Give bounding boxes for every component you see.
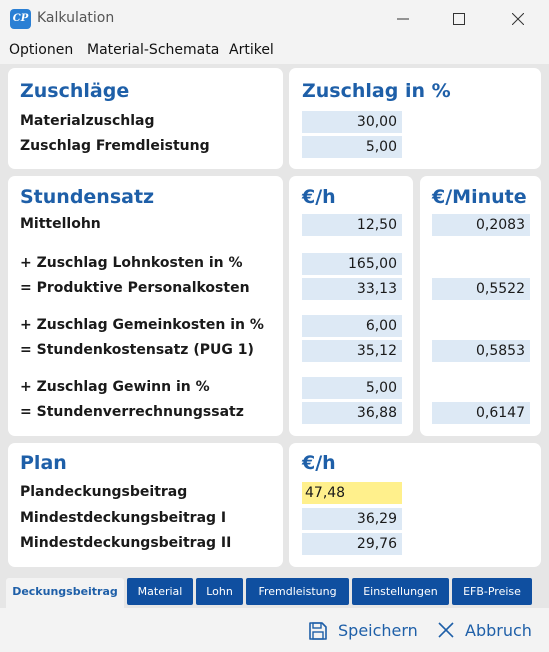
mittellohn-label: Mittellohn <box>20 216 101 232</box>
stundenverrechnungssatz-minute-field: 0,6147 <box>432 402 530 424</box>
plan-euro-per-hour-title: €/h <box>302 452 336 474</box>
title-bar: CP Kalkulation <box>0 0 549 38</box>
tab-einstellungen[interactable]: Einstellungen <box>352 578 449 605</box>
materialzuschlag-field[interactable]: 30,00 <box>302 111 402 133</box>
euro-per-minute-title: €/Minute <box>432 186 527 208</box>
zuschlag-percent-title: Zuschlag in % <box>302 80 451 102</box>
close-button[interactable] <box>495 0 541 38</box>
plandeckungsbeitrag-label: Plandeckungsbeitrag <box>20 484 188 500</box>
zuschlag-gewinn-label: + Zuschlag Gewinn in % <box>20 379 210 395</box>
save-icon <box>309 622 327 640</box>
cancel-button[interactable]: Abbruch <box>437 618 537 644</box>
minimize-icon <box>397 18 409 20</box>
close-icon <box>512 13 524 25</box>
materialzuschlag-label: Materialzuschlag <box>20 113 155 129</box>
plandeckungsbeitrag-field[interactable]: 47,48 <box>302 482 402 504</box>
zuschlag-gemeinkosten-label: + Zuschlag Gemeinkosten in % <box>20 317 264 333</box>
zuschlaege-title: Zuschläge <box>20 80 130 102</box>
tab-fremdleistung[interactable]: Fremdleistung <box>246 578 349 605</box>
mindestdeckungsbeitrag-1-field: 36,29 <box>302 508 402 530</box>
zuschlag-fremdleistung-label: Zuschlag Fremdleistung <box>20 138 210 154</box>
content-area: Zuschläge Materialzuschlag Zuschlag Frem… <box>0 64 549 574</box>
tab-efb-preise[interactable]: EFB-Preise <box>452 578 532 605</box>
produktive-personalkosten-label: = Produktive Personalkosten <box>20 280 250 296</box>
save-button[interactable]: Speichern <box>308 618 423 644</box>
plan-values-card: €/h 47,48 36,29 29,76 <box>289 443 541 567</box>
zuschlag-gemeinkosten-field[interactable]: 6,00 <box>302 315 402 337</box>
stundenverrechnungssatz-field: 36,88 <box>302 402 402 424</box>
produktive-personalkosten-minute-field: 0,5522 <box>432 278 530 300</box>
mindestdeckungsbeitrag-2-label: Mindestdeckungsbeitrag II <box>20 535 232 551</box>
stundenverrechnungssatz-label: = Stundenverrechnungssatz <box>20 404 244 420</box>
mindestdeckungsbeitrag-2-field: 29,76 <box>302 533 402 555</box>
stundensatz-title: Stundensatz <box>20 186 155 208</box>
footer-bar: Speichern Abbruch <box>0 608 549 652</box>
menu-optionen[interactable]: Optionen <box>9 42 74 58</box>
cancel-icon <box>438 622 454 638</box>
zuschlaege-values-card: Zuschlag in % 30,00 5,00 <box>289 68 541 169</box>
window-title: Kalkulation <box>37 10 115 26</box>
stundenkostensatz-minute-field: 0,5853 <box>432 340 530 362</box>
tab-deckungsbeitrag[interactable]: Deckungsbeitrag <box>6 578 124 608</box>
mittellohn-field[interactable]: 12,50 <box>302 214 402 236</box>
plan-title: Plan <box>20 452 67 474</box>
minimize-button[interactable] <box>380 0 426 38</box>
tab-material[interactable]: Material <box>127 578 193 605</box>
menu-bar: Optionen Material-Schemata Artikel <box>0 38 549 64</box>
menu-material-schemata[interactable]: Material-Schemata <box>87 42 220 58</box>
zuschlag-lohnkosten-field[interactable]: 165,00 <box>302 253 402 275</box>
zuschlag-lohnkosten-label: + Zuschlag Lohnkosten in % <box>20 255 243 271</box>
stundensatz-minute-card: €/Minute 0,2083 0,5522 0,5853 0,6147 <box>420 176 541 436</box>
maximize-button[interactable] <box>436 0 482 38</box>
plan-card: Plan Plandeckungsbeitrag Mindestdeckungs… <box>8 443 283 567</box>
euro-per-hour-title: €/h <box>302 186 336 208</box>
zuschlaege-card: Zuschläge Materialzuschlag Zuschlag Frem… <box>8 68 283 169</box>
stundenkostensatz-label: = Stundenkostensatz (PUG 1) <box>20 342 254 358</box>
stundensatz-euro-card: €/h 12,50 165,00 33,13 6,00 35,12 5,00 3… <box>289 176 413 436</box>
tab-bar: Deckungsbeitrag Material Lohn Fremdleist… <box>0 574 549 608</box>
zuschlag-gewinn-field[interactable]: 5,00 <box>302 377 402 399</box>
menu-artikel[interactable]: Artikel <box>229 42 274 58</box>
stundenkostensatz-field: 35,12 <box>302 340 402 362</box>
tab-lohn[interactable]: Lohn <box>196 578 243 605</box>
maximize-icon <box>453 13 465 25</box>
produktive-personalkosten-field: 33,13 <box>302 278 402 300</box>
mindestdeckungsbeitrag-1-label: Mindestdeckungsbeitrag I <box>20 510 227 526</box>
mittellohn-minute-field: 0,2083 <box>432 214 530 236</box>
zuschlag-fremdleistung-field[interactable]: 5,00 <box>302 136 402 158</box>
save-label: Speichern <box>338 621 418 640</box>
stundensatz-card: Stundensatz Mittellohn + Zuschlag Lohnko… <box>8 176 283 436</box>
cancel-label: Abbruch <box>465 621 532 640</box>
app-logo-icon: CP <box>10 9 31 29</box>
